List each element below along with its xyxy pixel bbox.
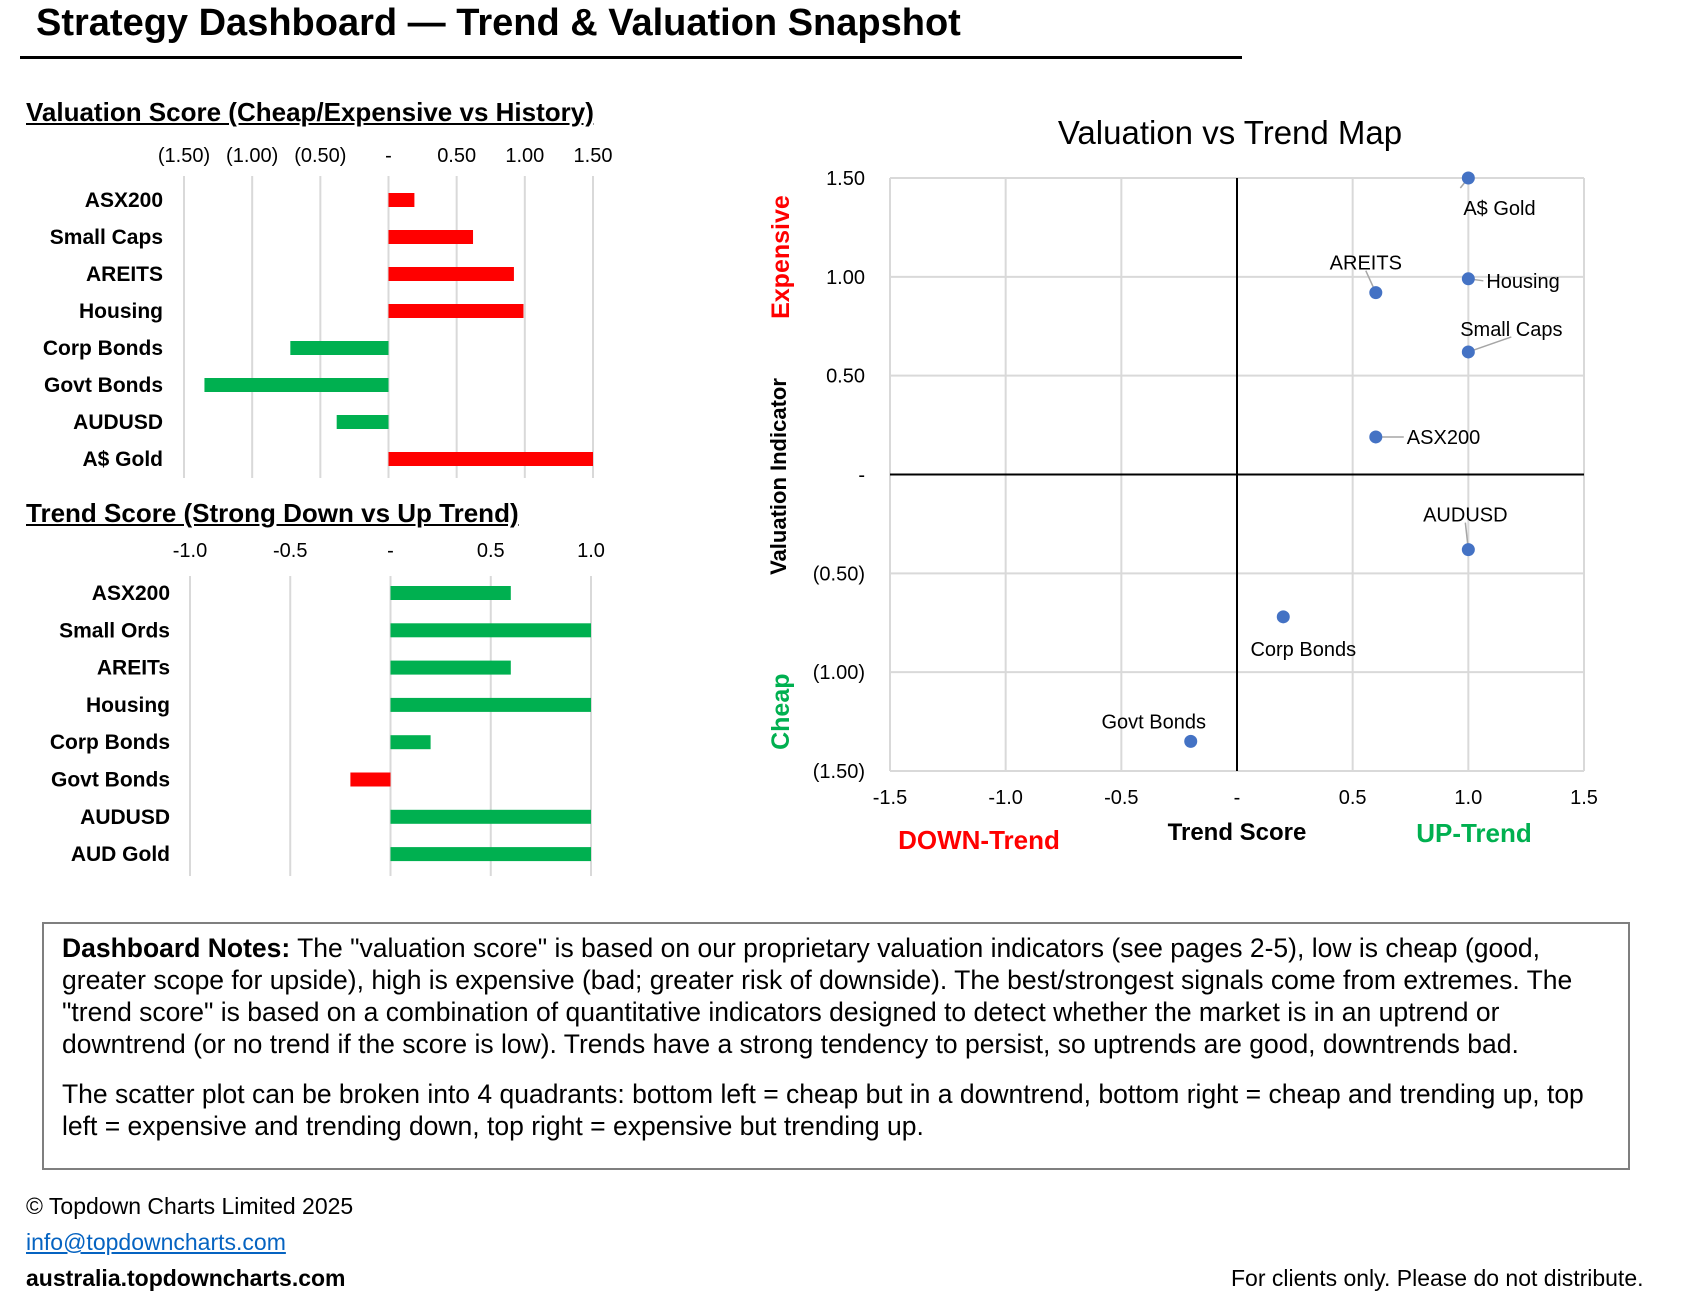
data-point [1369, 430, 1383, 444]
x-tick-label: -1.5 [873, 787, 907, 809]
leader-line [1468, 336, 1512, 353]
y-tick-label: 1.00 [826, 267, 865, 289]
category-label: Housing [86, 694, 170, 717]
y-tick-label: (1.50) [813, 761, 865, 783]
x-tick-label: - [1234, 787, 1241, 809]
disclaimer-text: For clients only. Please do not distribu… [1231, 1265, 1644, 1291]
category-label: Corp Bonds [50, 731, 170, 754]
bar [388, 304, 524, 318]
category-label: A$ Gold [82, 448, 163, 471]
category-label: AUD Gold [71, 843, 170, 866]
data-point [1461, 345, 1475, 359]
category-label: Govt Bonds [44, 374, 163, 397]
point-label: Govt Bonds [1101, 711, 1206, 733]
valuation-chart-title: Valuation Score (Cheap/Expensive vs Hist… [26, 97, 594, 127]
x-tick-label: (1.00) [226, 145, 278, 167]
category-label: ASX200 [92, 582, 170, 605]
y-tick-label: 0.50 [826, 366, 865, 388]
bar [336, 415, 389, 429]
category-label: AREITs [97, 657, 170, 680]
title-divider [20, 56, 1242, 59]
x-tick-label: 0.50 [437, 145, 476, 167]
point-label: Housing [1486, 271, 1559, 293]
point-label: ASX200 [1407, 427, 1480, 449]
point-label: AUDUSD [1423, 505, 1507, 527]
data-point [1461, 272, 1475, 286]
notes-heading: Dashboard Notes: [62, 933, 291, 963]
bar [388, 267, 514, 281]
x-tick-label: (0.50) [294, 145, 346, 167]
data-point [1184, 734, 1198, 748]
category-label: AUDUSD [73, 411, 163, 434]
bar [388, 452, 593, 466]
data-point [1369, 286, 1383, 300]
x-tick-label: 1.5 [1570, 787, 1598, 809]
point-label: Small Caps [1460, 319, 1562, 341]
y-tick-label: - [858, 465, 865, 487]
bar [390, 847, 591, 862]
x-tick-label: -1.0 [173, 540, 207, 562]
x-tick-label: 1.0 [1454, 787, 1482, 809]
x-tick-label: -1.0 [988, 787, 1022, 809]
x-tick-label: -0.5 [1104, 787, 1138, 809]
bar [390, 660, 511, 675]
email-link[interactable]: info@topdowncharts.com [26, 1229, 286, 1255]
cheap-label: Cheap [767, 673, 795, 749]
point-label: A$ Gold [1463, 198, 1535, 220]
y-tick-label: 1.50 [826, 168, 865, 190]
x-axis-label: Trend Score [1168, 819, 1307, 846]
category-label: AREITS [86, 263, 163, 286]
y-tick-label: (0.50) [813, 563, 865, 585]
up-trend-label: UP-Trend [1416, 818, 1532, 848]
dashboard-notes: Dashboard Notes: The "valuation score" i… [42, 922, 1630, 1170]
bar [390, 623, 591, 638]
data-point [1276, 610, 1290, 624]
x-tick-label: 1.00 [505, 145, 544, 167]
category-label: Small Ords [59, 619, 170, 642]
bar [390, 586, 511, 600]
bar [390, 697, 591, 712]
x-tick-label: - [385, 145, 392, 167]
notes-paragraph-1: The "valuation score" is based on our pr… [62, 933, 1573, 1059]
category-label: Small Caps [50, 226, 163, 249]
y-axis-label: Valuation Indicator [766, 378, 791, 575]
data-point [1461, 171, 1475, 185]
category-label: Corp Bonds [43, 337, 163, 360]
point-label: Corp Bonds [1250, 639, 1356, 661]
trend-chart-title: Trend Score (Strong Down vs Up Trend) [26, 498, 519, 528]
x-tick-label: 0.5 [477, 540, 505, 562]
valuation-trend-scatter: Valuation vs Trend Map-1.5 -1.0 -0.5-0.5 1.… [766, 114, 1598, 855]
website-text: australia.topdowncharts.com [26, 1265, 346, 1291]
x-tick-label: 0.5 [1339, 787, 1367, 809]
x-tick-label: 1.0 [577, 540, 605, 562]
down-trend-label: DOWN-Trend [898, 825, 1060, 855]
expensive-label: Expensive [767, 195, 795, 319]
bar [390, 809, 591, 824]
point-label: AREITS [1330, 253, 1402, 275]
page-title: Strategy Dashboard — Trend & Valuation S… [36, 2, 961, 44]
category-label: Housing [79, 300, 163, 323]
copyright-text: © Topdown Charts Limited 2025 [26, 1193, 354, 1219]
valuation-bar-chart: (1.50) (1.00) (0.50) - 0.50 1.00 1.50 ASX200 Sma… [43, 145, 613, 478]
x-tick-label: (1.50) [158, 145, 210, 167]
bar [350, 772, 391, 787]
y-tick-label: (1.00) [813, 662, 865, 684]
bar [390, 735, 431, 750]
scatter-title: Valuation vs Trend Map [1058, 114, 1402, 151]
notes-paragraph-2: The scatter plot can be broken into 4 qu… [62, 1079, 1584, 1141]
x-tick-label: - [387, 540, 394, 562]
category-label: ASX200 [85, 189, 163, 212]
x-tick-label: -0.5 [273, 540, 307, 562]
x-tick-label: 1.50 [574, 145, 613, 167]
data-point [1461, 543, 1475, 557]
bar [388, 193, 415, 207]
category-label: AUDUSD [80, 806, 170, 829]
bar [290, 341, 389, 355]
bar [388, 230, 474, 244]
bar [204, 378, 389, 392]
category-label: Govt Bonds [51, 769, 170, 792]
